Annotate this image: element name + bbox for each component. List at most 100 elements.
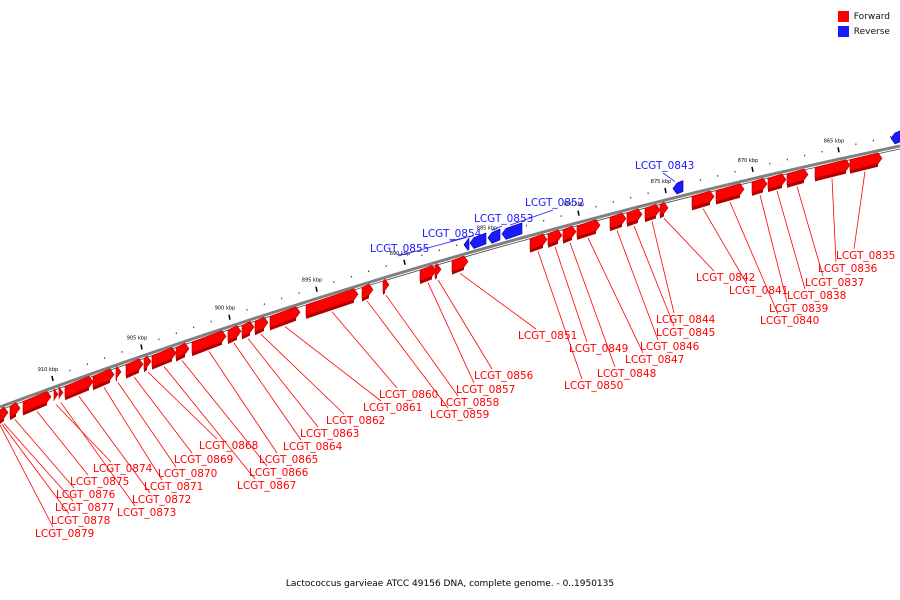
- forward-gene-arrow: [547, 229, 563, 246]
- forward-gene-label: LCGT_0838: [787, 290, 846, 302]
- gene-labels: LCGT_0835LCGT_0836LCGT_0837LCGT_0838LCGT…: [35, 160, 895, 540]
- forward-leader-line: [78, 396, 151, 494]
- forward-gene-arrow: [92, 368, 115, 388]
- forward-gene-shadow: [116, 377, 117, 383]
- minor-tick: [612, 201, 614, 203]
- forward-gene-shadow: [548, 240, 558, 248]
- kbp-tick-label: 880 kbp: [564, 202, 584, 208]
- reverse-gene-arrow: [672, 180, 684, 195]
- forward-gene-arrow: [786, 168, 809, 186]
- reverse-gene-arrow: [487, 228, 501, 244]
- forward-gene-shadow: [176, 354, 185, 362]
- minor-tick: [525, 224, 527, 227]
- forward-gene-label: LCGT_0857: [456, 384, 515, 396]
- kbp-tick-label: 910 kbp: [38, 367, 58, 373]
- forward-leader-line: [247, 338, 319, 428]
- minor-tick: [890, 136, 892, 138]
- forward-leader-line: [103, 387, 163, 481]
- forward-leader-line: [587, 237, 644, 354]
- forward-leader-line: [14, 419, 75, 489]
- minor-tick: [158, 338, 160, 340]
- reverse-gene-label: LCGT_0853: [474, 213, 533, 225]
- forward-gene-shadow: [692, 201, 710, 211]
- forward-gene-shadow: [452, 267, 464, 275]
- kbp-tick-label: 865 kbp: [824, 138, 844, 144]
- forward-leader-line: [616, 230, 659, 341]
- minor-tick: [855, 143, 857, 145]
- reverse-gene-label: LCGT_0852: [525, 197, 584, 209]
- forward-gene-arrow: [382, 278, 390, 293]
- minor-tick: [717, 175, 719, 177]
- forward-gene-arrow: [9, 402, 21, 418]
- forward-gene-label: LCGT_0837: [805, 277, 864, 289]
- kbp-tick-mark: [228, 314, 231, 320]
- forward-leader-line: [208, 351, 278, 454]
- forward-gene-arrow: [609, 212, 627, 229]
- reverse-gene-arrow: [501, 222, 523, 240]
- forward-gene-arrow: [715, 183, 745, 202]
- kbp-tick-label: 890 kbp: [390, 251, 410, 257]
- forward-gene-arrow: [529, 233, 548, 251]
- minor-tick: [734, 171, 736, 173]
- reverse-gene-label: LCGT_0843: [635, 160, 694, 172]
- minor-tick: [543, 220, 545, 222]
- forward-gene-arrow: [143, 355, 152, 371]
- forward-leader-line: [776, 190, 806, 290]
- forward-gene-shadow: [610, 224, 622, 232]
- minor-tick: [595, 205, 597, 208]
- forward-gene-shadow: [362, 295, 369, 302]
- minor-tick: [263, 303, 265, 305]
- forward-gene-arrow: [361, 283, 374, 299]
- kbp-tick-label: 900 kbp: [215, 306, 235, 312]
- reverse-gene-arrow: [890, 130, 900, 145]
- forward-gene-arrow: [191, 330, 227, 354]
- forward-gene-label: LCGT_0856: [474, 370, 534, 382]
- minor-tick: [175, 332, 177, 335]
- forward-leader-line: [284, 326, 382, 402]
- forward-gene-label: LCGT_0868: [199, 440, 258, 452]
- forward-gene-label: LCGT_0864: [283, 441, 343, 453]
- forward-gene-label: LCGT_0878: [51, 515, 110, 527]
- minor-tick: [872, 139, 874, 142]
- forward-leader-line: [117, 382, 177, 468]
- forward-leader-line: [853, 171, 866, 250]
- forward-gene-label: LCGT_0842: [696, 272, 755, 284]
- forward-leader-line: [569, 242, 616, 368]
- reverse-gene-arrow: [463, 236, 470, 251]
- forward-gene-arrow: [659, 201, 669, 216]
- forward-gene-arrow: [125, 358, 144, 377]
- legend: Forward Reverse: [837, 9, 890, 39]
- kbp-tick-label: 870 kbp: [738, 158, 758, 164]
- forward-gene-label: LCGT_0862: [326, 415, 385, 427]
- minor-tick: [333, 281, 335, 283]
- forward-gene-shadow: [787, 179, 804, 188]
- forward-leader-line: [260, 333, 345, 415]
- forward-gene-label: LCGT_0848: [597, 368, 656, 380]
- forward-leader-line: [759, 194, 788, 303]
- forward-leader-line: [1, 424, 70, 515]
- kbp-tick-mark: [140, 344, 143, 350]
- forward-leader-line: [331, 311, 398, 389]
- forward-leader-line: [651, 221, 675, 314]
- forward-gene-arrow: [269, 306, 301, 328]
- forward-gene-label: LCGT_0876: [56, 489, 116, 501]
- forward-gene-shadow: [563, 237, 572, 244]
- forward-gene-label: LCGT_0871: [144, 481, 203, 493]
- minor-tick: [560, 215, 562, 217]
- forward-leader-line: [537, 251, 583, 380]
- forward-gene-arrow: [767, 173, 787, 190]
- forward-leader-line: [633, 225, 675, 327]
- forward-gene-shadow: [530, 244, 543, 253]
- forward-gene-arrow: [814, 159, 851, 179]
- forward-gene-shadow: [65, 387, 89, 401]
- forward-gene-label: LCGT_0873: [117, 507, 176, 519]
- forward-gene-arrow: [434, 263, 442, 278]
- forward-leader-line: [729, 201, 779, 315]
- forward-gene-label: LCGT_0874: [93, 463, 153, 475]
- forward-leader-line: [233, 342, 302, 441]
- forward-gene-label: LCGT_0845: [656, 327, 715, 339]
- forward-leader-line: [459, 273, 537, 330]
- minor-tick: [438, 249, 440, 252]
- forward-gene-shadow: [0, 418, 4, 424]
